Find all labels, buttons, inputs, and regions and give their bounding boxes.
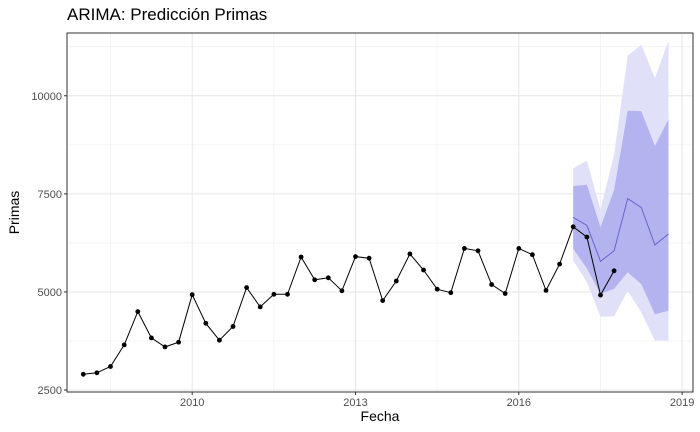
data-point [325,275,331,281]
data-point [230,324,236,329]
chart-title: ARIMA: Predicción Primas [67,5,268,24]
observed-series-line [83,225,615,375]
data-point [339,288,345,294]
x-axis-title: Fecha [361,408,400,424]
data-point [489,282,494,287]
data-point [80,371,86,377]
data-point [176,339,182,345]
data-point [149,335,154,341]
y-tick-label: 2500 [38,385,62,397]
data-point [257,304,263,310]
data-point [162,344,168,350]
data-point [543,288,549,293]
data-point [462,246,467,251]
data-point [94,370,100,376]
data-point [353,254,358,259]
data-point [393,278,399,284]
data-point [475,248,481,254]
x-tick-label: 2010 [180,397,204,409]
data-point [502,291,508,296]
data-point [380,298,386,303]
data-point [217,337,222,343]
y-tick-label: 7500 [38,189,62,201]
data-point [421,267,426,273]
y-tick-label: 5000 [38,287,62,299]
data-point [203,320,209,326]
data-point [366,255,372,261]
data-point [598,292,603,298]
forecast-mean-line [572,197,669,263]
plot-border [66,32,694,393]
data-point [244,285,250,290]
data-point [285,291,290,297]
forecast-band-80 [573,110,669,315]
data-point [271,291,277,297]
data-point [611,268,617,274]
data-point [570,224,576,230]
y-tick-label: 10000 [31,91,62,103]
data-point [530,252,535,258]
data-point [516,246,522,251]
data-point [121,342,127,348]
data-point [448,290,454,296]
x-tick-label: 2016 [507,397,531,409]
data-point [584,234,590,240]
y-axis-title: Primas [6,191,22,235]
data-point [434,286,440,292]
data-point [312,277,318,283]
data-point [108,364,113,369]
x-tick-label: 2013 [343,397,367,409]
data-point [557,261,562,267]
data-point [407,251,413,257]
data-point [135,309,141,314]
data-point [189,292,195,298]
x-tick-label: 2019 [670,397,694,409]
data-point [298,254,304,260]
